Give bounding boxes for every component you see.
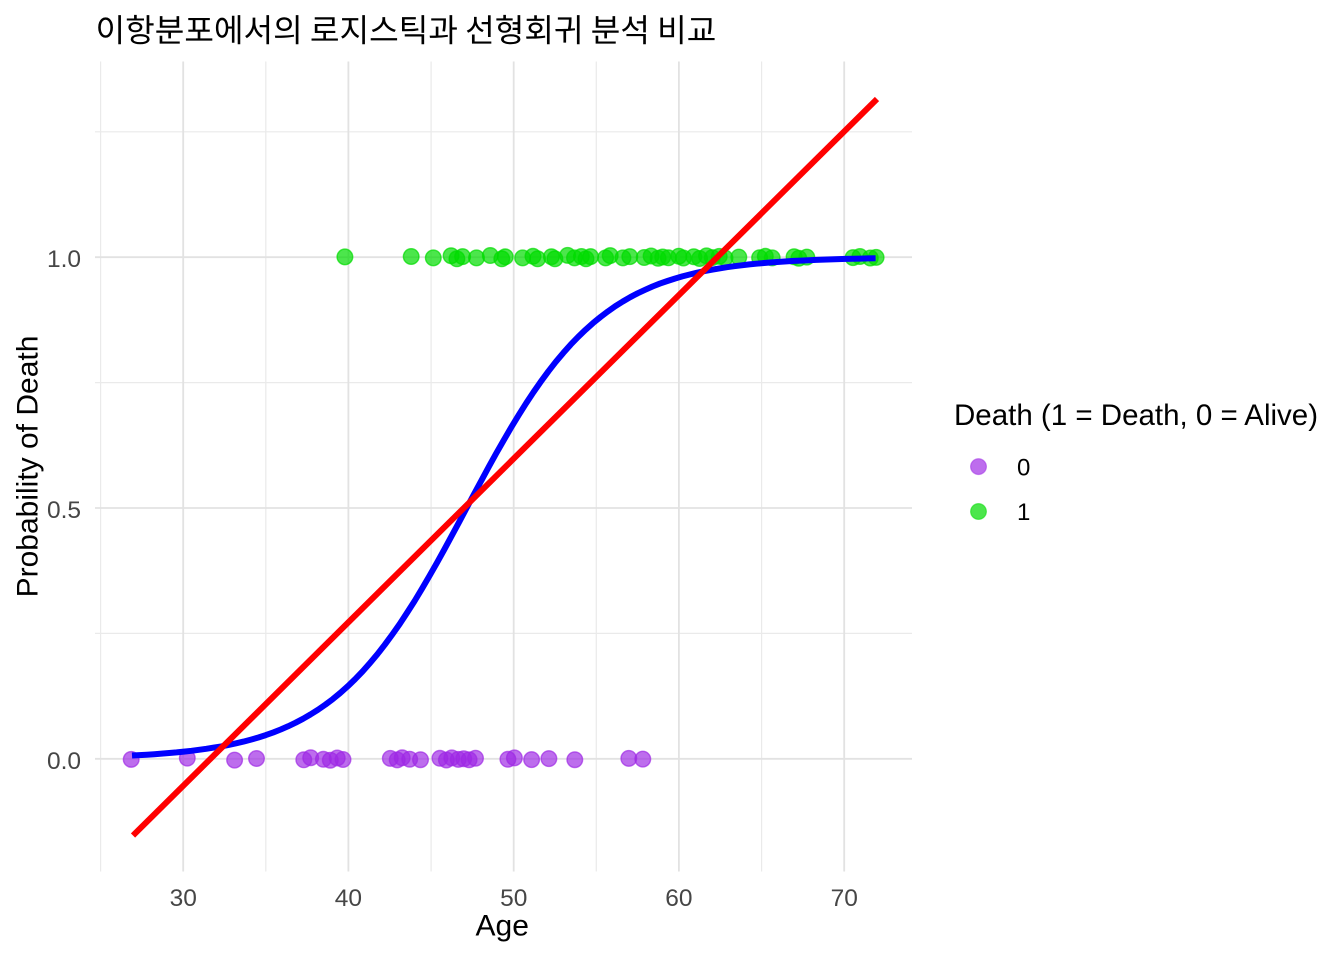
svg-text:30: 30 <box>170 885 197 912</box>
svg-text:0: 0 <box>1017 454 1030 481</box>
svg-text:50: 50 <box>500 885 527 912</box>
svg-text:0.5: 0.5 <box>47 497 81 524</box>
svg-text:1.0: 1.0 <box>47 246 81 273</box>
svg-text:70: 70 <box>831 885 858 912</box>
svg-text:60: 60 <box>665 885 692 912</box>
svg-text:1: 1 <box>1017 499 1030 526</box>
svg-text:Age: Age <box>476 910 529 943</box>
svg-text:Death (1 = Death, 0 = Alive): Death (1 = Death, 0 = Alive) <box>954 399 1318 432</box>
svg-text:Probability of Death: Probability of Death <box>12 336 45 598</box>
svg-text:0.0: 0.0 <box>47 748 81 775</box>
svg-text:40: 40 <box>335 885 362 912</box>
